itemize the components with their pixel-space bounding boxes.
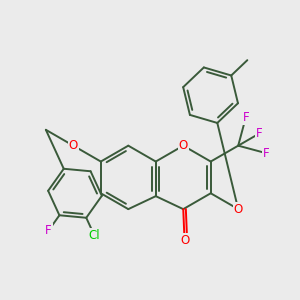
- Text: F: F: [263, 147, 270, 160]
- Text: Cl: Cl: [88, 229, 100, 242]
- Text: O: O: [69, 139, 78, 152]
- Text: O: O: [234, 202, 243, 216]
- Text: O: O: [178, 139, 188, 152]
- Text: F: F: [256, 127, 262, 140]
- Text: F: F: [45, 224, 52, 237]
- Text: F: F: [242, 111, 249, 124]
- Text: O: O: [180, 234, 189, 247]
